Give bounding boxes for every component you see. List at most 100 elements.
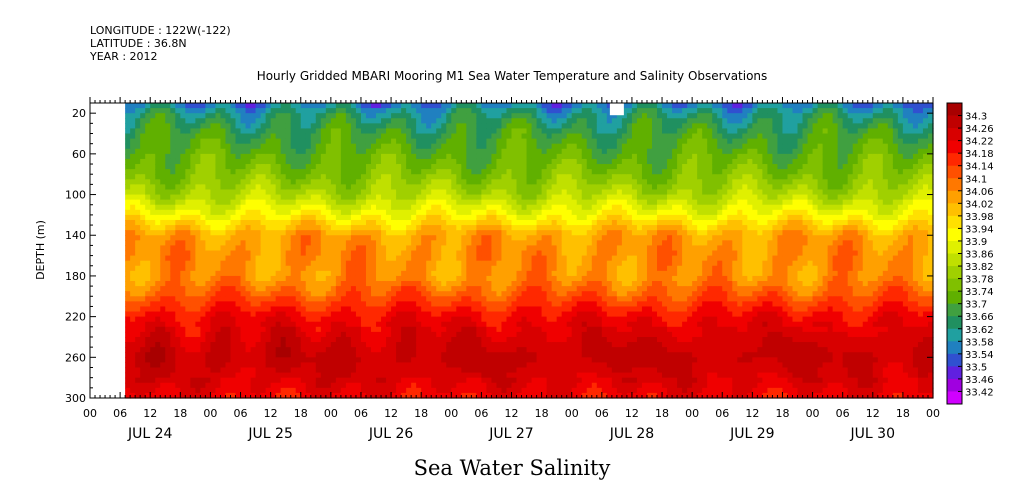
heatmap-cell <box>230 275 237 282</box>
heatmap-cell <box>360 169 367 175</box>
heatmap-cell <box>355 169 362 175</box>
heatmap-cell <box>200 199 207 206</box>
heatmap-cell <box>396 240 402 247</box>
heatmap-cell <box>386 347 392 353</box>
heatmap-cell <box>521 392 528 399</box>
heatmap-cell <box>486 209 493 216</box>
heatmap-cell <box>536 240 543 247</box>
heatmap-cell <box>421 133 427 140</box>
heatmap-cell <box>416 392 422 399</box>
heatmap-cell <box>471 392 477 399</box>
heatmap-cell <box>220 174 227 180</box>
heatmap-cell <box>285 164 292 170</box>
heatmap-cell <box>386 382 392 389</box>
heatmap-cell <box>531 367 538 374</box>
heatmap-cell <box>280 240 287 247</box>
heatmap-cell <box>330 336 337 343</box>
heatmap-cell <box>386 392 392 399</box>
heatmap-cell <box>270 240 277 247</box>
heatmap-cell <box>225 372 232 379</box>
heatmap-cell <box>461 270 467 277</box>
heatmap-cell <box>506 311 513 318</box>
heatmap-cell <box>406 275 412 282</box>
heatmap-cell <box>486 260 493 267</box>
heatmap-cell <box>255 336 262 343</box>
heatmap-cell <box>345 296 352 302</box>
heatmap-cell <box>456 240 462 247</box>
heatmap-cell <box>250 174 257 180</box>
heatmap-cell <box>511 291 518 297</box>
heatmap-cell <box>536 194 543 201</box>
heatmap-cell <box>275 306 282 313</box>
heatmap-cell <box>481 118 488 124</box>
heatmap-cell <box>250 321 257 328</box>
heatmap-cell <box>376 336 382 343</box>
heatmap-cell <box>250 199 257 206</box>
heatmap-cell <box>165 286 171 292</box>
heatmap-cell <box>245 291 252 297</box>
heatmap-cell <box>245 240 252 247</box>
heatmap-cell <box>421 108 427 114</box>
heatmap-cell <box>230 148 237 155</box>
heatmap-cell <box>376 291 382 297</box>
heatmap-cell <box>396 174 402 180</box>
heatmap-cell <box>491 194 498 201</box>
heatmap-cell <box>305 387 312 394</box>
heatmap-cell <box>426 148 432 155</box>
heatmap-cell <box>135 235 141 241</box>
heatmap-cell <box>240 184 247 191</box>
heatmap-cell <box>275 164 282 170</box>
heatmap-cell <box>265 311 272 318</box>
heatmap-cell <box>315 321 322 328</box>
heatmap-cell <box>335 275 342 282</box>
heatmap-cell <box>511 321 518 328</box>
heatmap-cell <box>270 316 277 323</box>
heatmap-cell <box>335 265 342 272</box>
heatmap-cell <box>155 123 161 130</box>
heatmap-cell <box>466 342 472 348</box>
heatmap-cell <box>421 128 427 135</box>
heatmap-cell <box>220 306 227 313</box>
heatmap-cell <box>320 158 327 165</box>
heatmap-cell <box>426 296 432 302</box>
heatmap-cell <box>355 260 362 267</box>
heatmap-cell <box>310 199 317 206</box>
heatmap-cell <box>200 169 207 175</box>
heatmap-cell <box>456 347 462 353</box>
heatmap-cell <box>406 336 412 343</box>
heatmap-cell <box>220 387 227 394</box>
heatmap-cell <box>195 219 201 226</box>
heatmap-cell <box>200 336 207 343</box>
heatmap-cell <box>461 143 467 150</box>
heatmap-cell <box>421 326 427 333</box>
heatmap-cell <box>330 347 337 353</box>
heatmap-cell <box>215 204 222 211</box>
heatmap-cell <box>125 265 131 272</box>
heatmap-cell <box>230 108 237 114</box>
heatmap-cell <box>305 281 312 287</box>
heatmap-cell <box>506 133 513 140</box>
heatmap-cell <box>320 143 327 150</box>
heatmap-cell <box>365 331 372 338</box>
heatmap-cell <box>501 316 508 323</box>
heatmap-cell <box>531 128 538 135</box>
heatmap-cell <box>501 301 508 308</box>
heatmap-cell <box>125 281 131 287</box>
heatmap-cell <box>411 240 417 247</box>
heatmap-cell <box>250 194 257 201</box>
heatmap-cell <box>496 331 503 338</box>
heatmap-cell <box>240 219 247 226</box>
heatmap-cell <box>355 123 362 130</box>
heatmap-cell <box>426 164 432 170</box>
heatmap-cell <box>215 321 222 328</box>
heatmap-cell <box>215 352 222 358</box>
heatmap-cell <box>175 143 181 150</box>
heatmap-cell <box>406 133 412 140</box>
heatmap-cell <box>466 372 472 379</box>
heatmap-cell <box>145 357 151 363</box>
heatmap-cell <box>376 153 382 160</box>
heatmap-cell <box>165 184 171 191</box>
heatmap-cell <box>195 301 201 308</box>
heatmap-cell <box>215 331 222 338</box>
heatmap-cell <box>290 108 297 114</box>
